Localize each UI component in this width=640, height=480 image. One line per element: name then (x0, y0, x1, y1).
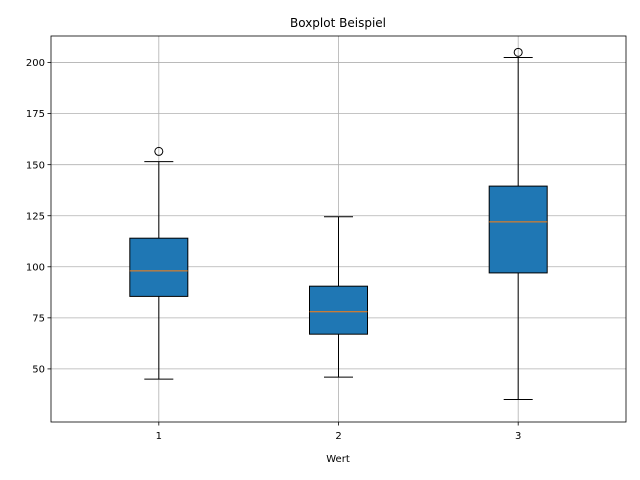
x-tick-label: 2 (335, 431, 341, 442)
y-tick-label: 100 (26, 262, 45, 273)
y-tick-label: 200 (26, 58, 45, 69)
x-tick-label: 3 (515, 431, 521, 442)
y-tick-label: 175 (26, 109, 45, 120)
x-tick-label: 1 (156, 431, 162, 442)
x-axis-label: Wert (326, 454, 350, 465)
outlier-point (154, 146, 164, 156)
y-tick-label: 75 (32, 313, 45, 324)
tick-layer: 50 75 100 125 150 175 200 1 2 3 (26, 58, 521, 442)
chart-title: Boxplot Beispiel (290, 16, 386, 30)
box-iqr (129, 237, 189, 297)
outlier-point (513, 47, 523, 57)
box-iqr (488, 185, 548, 274)
box-layer (129, 47, 548, 401)
y-tick-label: 150 (26, 160, 45, 171)
y-tick-label: 50 (32, 364, 45, 375)
y-tick-label: 125 (26, 211, 45, 222)
box-iqr (309, 285, 368, 335)
